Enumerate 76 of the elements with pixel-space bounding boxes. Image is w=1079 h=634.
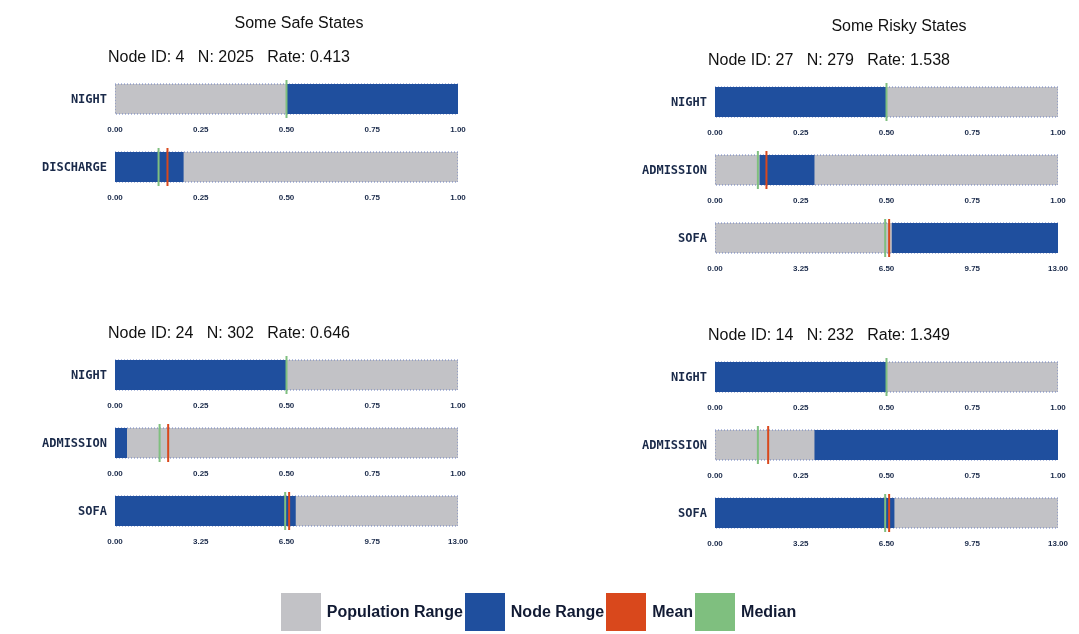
x-tick-label: 0.50 [278, 468, 295, 478]
x-tick-label: 9.75 [364, 536, 381, 546]
x-tick-label: 3.25 [192, 536, 210, 546]
x-tick-label: 0.00 [707, 127, 724, 137]
legend-label: Mean [652, 603, 694, 621]
x-tick-label: 6.50 [278, 536, 295, 546]
x-tick-label: 0.75 [364, 400, 381, 410]
x-tick-label: 0.00 [707, 538, 724, 548]
x-tick-label: 0.25 [792, 402, 810, 412]
chart-subtitle: Node ID: 14 N: 232 Rate: 1.349 [708, 326, 950, 344]
x-tick-label: 1.00 [450, 124, 467, 134]
chart-subtitle: Node ID: 24 N: 302 Rate: 0.646 [108, 324, 350, 342]
x-tick-label: 0.00 [107, 536, 124, 546]
x-tick-label: 0.75 [964, 195, 981, 205]
chart-title: Some Safe States [233, 14, 365, 32]
x-tick-label: 0.25 [792, 127, 810, 137]
x-tick-label: 13.00 [447, 536, 469, 546]
chart-subtitle: Node ID: 4 N: 2025 Rate: 0.413 [108, 48, 350, 66]
chart-title: Some Risky States [830, 17, 968, 35]
y-tick-label: SOFA [78, 504, 108, 519]
x-tick-label: 0.50 [878, 470, 895, 480]
y-tick-label: SOFA [678, 506, 708, 521]
x-tick-label: 0.25 [192, 400, 210, 410]
x-tick-label: 0.25 [192, 124, 210, 134]
y-tick-label: SOFA [678, 231, 708, 246]
x-tick-label: 1.00 [450, 192, 467, 202]
x-tick-label: 1.00 [1050, 127, 1067, 137]
x-tick-label: 1.00 [450, 468, 467, 478]
x-tick-label: 0.00 [107, 124, 124, 134]
x-tick-label: 0.25 [792, 195, 810, 205]
x-tick-label: 13.00 [1047, 263, 1069, 273]
x-tick-label: 0.50 [278, 192, 295, 202]
y-tick-label: NIGHT [670, 95, 707, 110]
x-tick-label: 0.75 [964, 127, 981, 137]
x-tick-label: 0.50 [278, 400, 295, 410]
x-tick-label: 0.00 [707, 195, 724, 205]
x-tick-label: 1.00 [1050, 402, 1067, 412]
x-tick-label: 9.75 [964, 538, 981, 548]
x-tick-label: 0.25 [192, 468, 210, 478]
x-tick-label: 0.50 [878, 127, 895, 137]
x-tick-label: 0.50 [878, 402, 895, 412]
legend-label: Node Range [510, 603, 605, 621]
legend-label: Population Range [326, 603, 463, 621]
x-tick-label: 0.25 [792, 470, 810, 480]
x-tick-label: 0.75 [964, 470, 981, 480]
x-tick-label: 1.00 [450, 400, 467, 410]
x-tick-label: 3.25 [792, 538, 810, 548]
x-tick-label: 1.00 [1050, 195, 1067, 205]
x-tick-label: 0.50 [878, 195, 895, 205]
y-tick-label: NIGHT [670, 370, 707, 385]
x-tick-label: 3.25 [792, 263, 810, 273]
x-tick-label: 9.75 [964, 263, 981, 273]
y-tick-label: ADMISSION [641, 438, 707, 453]
y-tick-label: DISCHARGE [41, 160, 107, 175]
x-tick-label: 0.75 [364, 468, 381, 478]
legend-label: Median [741, 603, 797, 621]
chart-subtitle: Node ID: 27 N: 279 Rate: 1.538 [708, 51, 950, 69]
x-tick-label: 0.00 [707, 470, 724, 480]
x-tick-label: 0.00 [707, 402, 724, 412]
x-tick-label: 0.00 [107, 400, 124, 410]
x-tick-label: 1.00 [1050, 470, 1067, 480]
y-tick-label: NIGHT [70, 92, 107, 107]
x-tick-label: 6.50 [878, 538, 895, 548]
y-tick-label: NIGHT [70, 368, 107, 383]
y-tick-label: ADMISSION [641, 163, 707, 178]
x-tick-label: 0.75 [964, 402, 981, 412]
x-tick-label: 6.50 [878, 263, 895, 273]
y-tick-label: ADMISSION [41, 436, 107, 451]
x-tick-label: 0.50 [278, 124, 295, 134]
x-tick-label: 0.00 [107, 192, 124, 202]
x-tick-label: 0.75 [364, 124, 381, 134]
x-tick-label: 0.75 [364, 192, 381, 202]
x-tick-label: 0.00 [707, 263, 724, 273]
x-tick-label: 13.00 [1047, 538, 1069, 548]
x-tick-label: 0.00 [107, 468, 124, 478]
x-tick-label: 0.25 [192, 192, 210, 202]
